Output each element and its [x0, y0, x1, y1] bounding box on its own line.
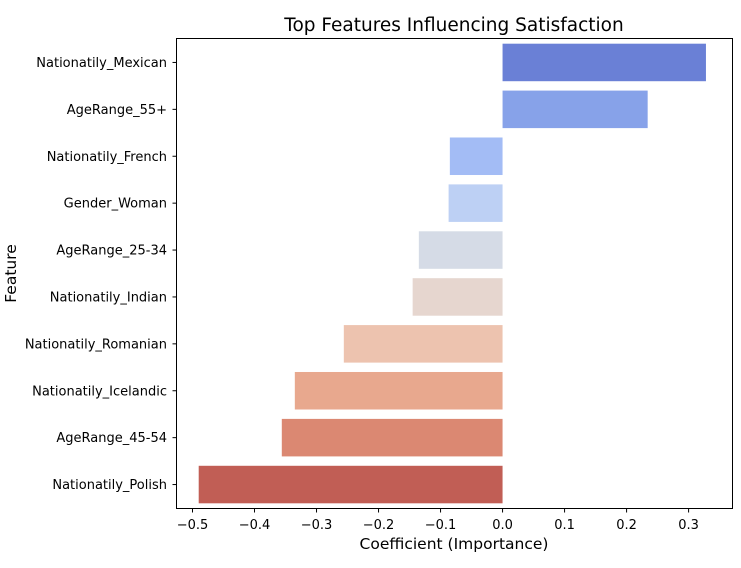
y-tick-label: Nationatily_Icelandic — [32, 384, 167, 399]
x-ticks: −0.5 −0.4 −0.3 −0.2 −0.1 0.0 0.1 0.2 0.3 — [177, 508, 699, 533]
x-tick-label: −0.5 — [177, 518, 209, 533]
bar-agerange-55 — [502, 90, 648, 129]
y-tick-label: Nationatily_Indian — [50, 290, 167, 305]
bar-nationatily-romanian — [343, 325, 503, 363]
bar-agerange-45-54 — [281, 418, 503, 457]
y-tick-label: Gender_Woman — [64, 197, 167, 212]
x-tick-label: 0.0 — [492, 518, 513, 533]
bars-group — [198, 43, 706, 504]
bar-gender-woman — [448, 184, 503, 222]
x-tick-label: −0.2 — [363, 518, 395, 533]
bar-nationatily-mexican — [502, 43, 706, 82]
x-tick-label: −0.4 — [239, 518, 271, 533]
x-tick-label: −0.1 — [425, 518, 457, 533]
x-tick-label: 0.1 — [554, 518, 575, 533]
y-tick-label: Nationatily_Mexican — [36, 56, 167, 71]
y-tick-label: Nationatily_Romanian — [25, 337, 167, 352]
plot-frame — [176, 38, 733, 509]
y-tick-label: Nationatily_French — [47, 150, 167, 165]
bar-nationatily-french — [449, 137, 503, 176]
y-tick-label: AgeRange_25-34 — [56, 244, 167, 259]
y-tick-labels: Nationatily_Mexican AgeRange_55+ Nationati… — [25, 56, 177, 493]
bar-agerange-25-34 — [418, 231, 503, 269]
bar-nationatily-polish — [198, 465, 503, 504]
y-tick-label: AgeRange_55+ — [67, 103, 167, 118]
x-tick-label: 0.2 — [616, 518, 637, 533]
y-tick-label: Nationatily_Polish — [52, 478, 167, 493]
x-axis-label: Coefficient (Importance) — [360, 535, 549, 553]
x-tick-label: 0.3 — [678, 518, 699, 533]
chart-title: Top Features Influencing Satisfaction — [283, 15, 623, 36]
y-tick-label: AgeRange_45-54 — [56, 431, 167, 446]
y-axis-label: Feature — [2, 244, 20, 303]
x-tick-label: −0.3 — [301, 518, 333, 533]
bar-nationatily-icelandic — [294, 371, 503, 410]
bar-nationatily-indian — [412, 278, 503, 316]
